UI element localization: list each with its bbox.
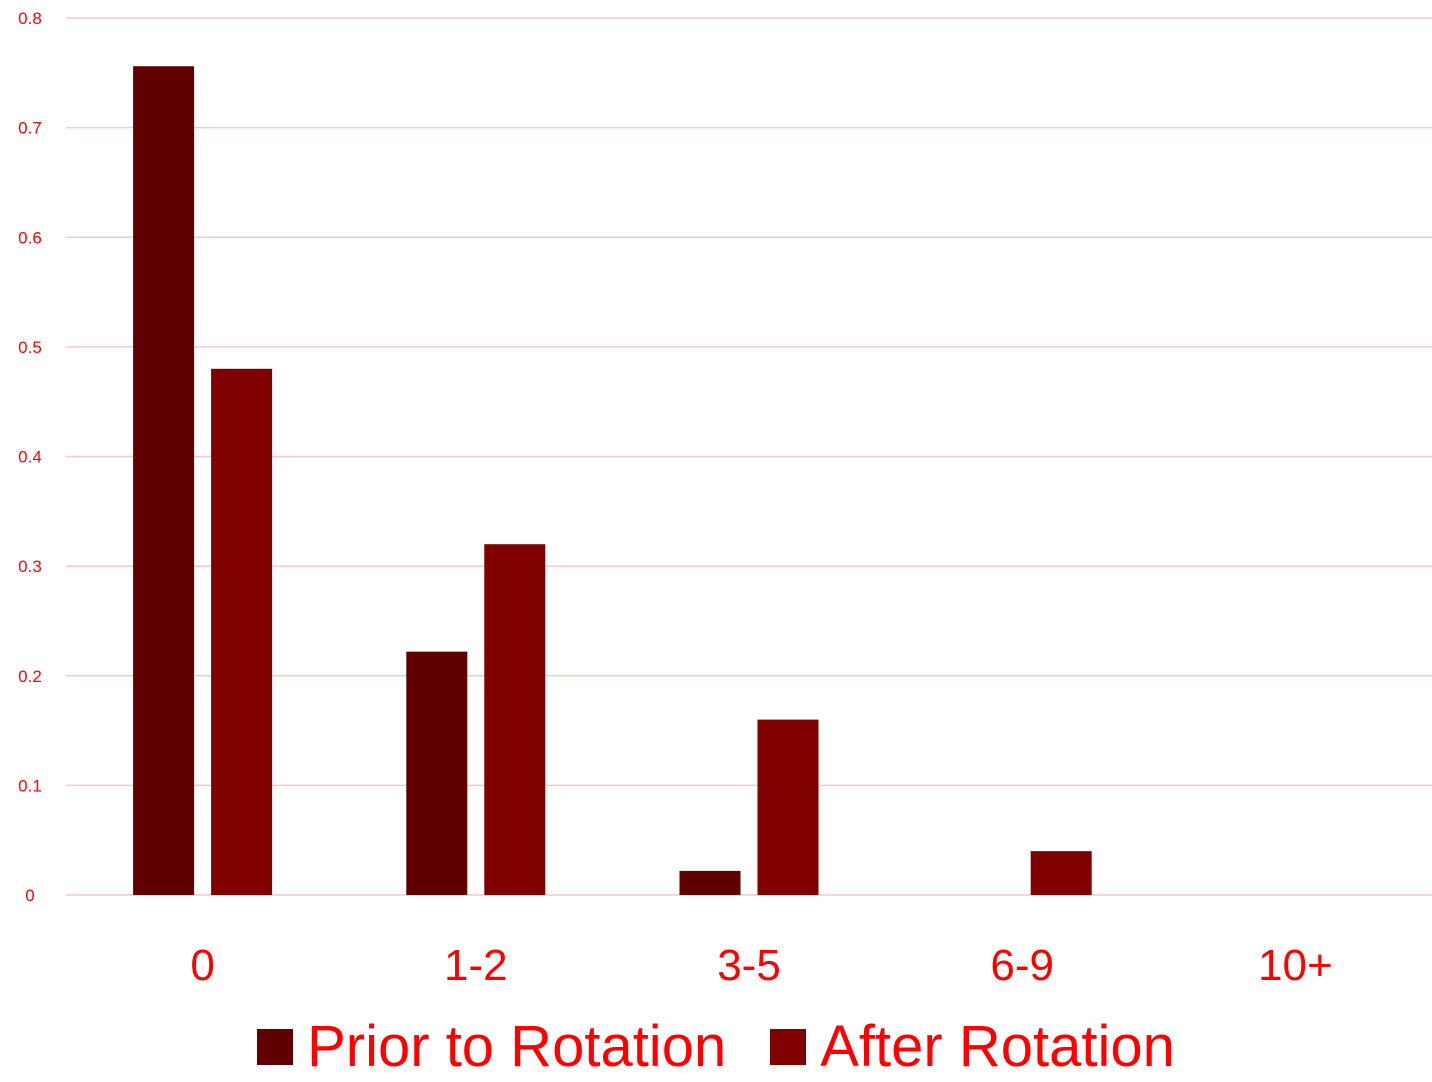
bar-prior-2 [679, 870, 741, 895]
y-tick-label: 0.6 [18, 228, 42, 247]
legend-swatch-prior [257, 1029, 294, 1065]
y-tick-label: 0.2 [18, 667, 42, 686]
legend-swatch-after [770, 1029, 807, 1065]
y-tick-label: 0.4 [18, 448, 42, 467]
y-tick-label: 0 [25, 886, 34, 905]
bar-after-1 [484, 544, 546, 895]
y-tick-label: 0.1 [18, 776, 42, 795]
bar-prior-1 [406, 651, 468, 895]
y-tick-label: 0.5 [18, 338, 42, 357]
bar-prior-0 [133, 66, 195, 896]
legend-item-after: After Rotation [770, 1018, 1175, 1076]
bars [133, 66, 1092, 896]
bar-chart: 0 0.1 0.2 0.3 0.4 0.5 0.6 0.7 0.8 0 1-2 3-5 6-9 10+ [18, 9, 1432, 990]
legend-item-prior: Prior to Rotation [257, 1018, 726, 1076]
y-tick-label: 0.7 [18, 119, 42, 138]
bar-after-2 [757, 719, 819, 895]
x-tick-label: 6-9 [990, 941, 1054, 990]
x-tick-label: 1-2 [444, 941, 508, 990]
x-tick-label: 10+ [1258, 941, 1333, 990]
legend-label-after: After Rotation [820, 1014, 1175, 1079]
x-tick-label: 0 [190, 941, 214, 990]
x-tick-labels: 0 1-2 3-5 6-9 10+ [190, 941, 1332, 990]
legend: Prior to Rotation After Rotation [0, 1012, 1432, 1082]
x-tick-label: 3-5 [717, 941, 781, 990]
bar-after-3 [1030, 851, 1092, 895]
y-tick-label: 0.3 [18, 557, 42, 576]
legend-label-prior: Prior to Rotation [307, 1014, 727, 1079]
bar-after-0 [211, 368, 273, 895]
gridlines [66, 17, 1432, 896]
y-tick-label: 0.8 [18, 9, 42, 28]
y-tick-labels: 0 0.1 0.2 0.3 0.4 0.5 0.6 0.7 0.8 [18, 9, 42, 905]
